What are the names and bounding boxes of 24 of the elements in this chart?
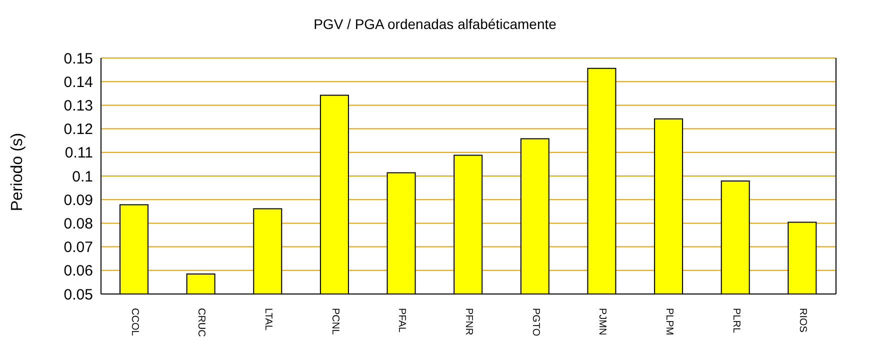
x-tick-label: LTAL xyxy=(262,308,274,331)
y-tick-label: 0.15 xyxy=(64,50,93,68)
y-tick-label: 0.13 xyxy=(64,98,93,115)
x-tick-label: CRUC xyxy=(196,308,207,337)
x-tick-label: PLRL xyxy=(730,308,742,334)
y-tick-label: 0.14 xyxy=(64,74,93,91)
y-tick-label: 0.06 xyxy=(64,262,93,280)
x-tick-label: PFNR xyxy=(463,308,474,336)
x-tick-label: PJMN xyxy=(596,308,608,336)
x-tick-label: RIOS xyxy=(797,308,808,333)
y-tick-label: 0.09 xyxy=(64,192,93,209)
x-tick-label: PFAL xyxy=(396,308,408,333)
chart-title: PGV / PGA ordenadas alfabéticamente xyxy=(312,16,558,32)
y-tick-label: 0.1 xyxy=(72,168,93,186)
y-tick-label: 0.08 xyxy=(64,216,93,233)
y-tick-label: 0.07 xyxy=(64,239,93,256)
y-tick-label: 0.11 xyxy=(64,144,93,162)
x-tick-label: PLPM xyxy=(663,308,674,336)
y-tick-label: 0.12 xyxy=(64,121,93,138)
x-tick-label: CCOL xyxy=(128,308,140,336)
x-tick-label: PCNL xyxy=(329,308,340,336)
y-tick-label: 0.05 xyxy=(64,286,93,304)
x-tick-label: PGTO xyxy=(530,308,541,336)
y-axis-title: Periodo (s) xyxy=(9,132,27,212)
